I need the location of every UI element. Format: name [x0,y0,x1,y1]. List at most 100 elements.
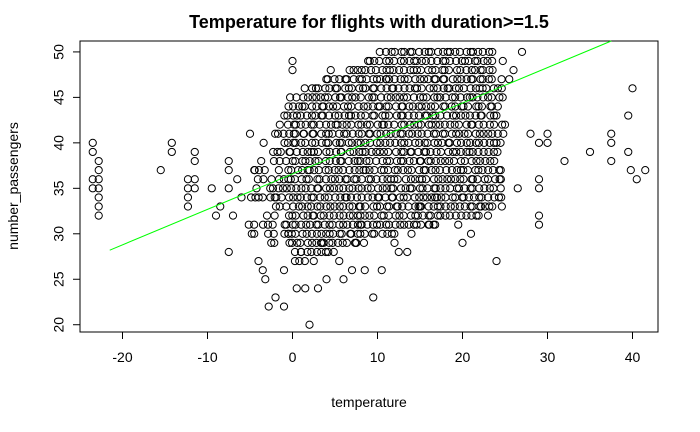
dense-point [250,166,259,175]
dense-point [426,147,435,157]
data-point [492,256,501,266]
dense-point [459,166,468,175]
dense-point [476,202,486,211]
dense-point [333,238,343,247]
dense-point [412,66,422,75]
dense-point [321,166,330,175]
dense-point [496,175,505,184]
dense-point [405,120,415,129]
data-point [534,138,544,147]
dense-point [345,184,354,193]
dense-point [471,111,480,120]
dense-point [336,193,345,202]
dense-point [494,193,504,202]
dense-point [443,175,452,184]
dense-point [427,120,436,129]
data-point [454,220,463,229]
y-tick-label: 50 [51,44,67,60]
dense-point [492,111,501,120]
dense-point [396,156,406,166]
data-point [267,238,276,247]
data-point [322,275,331,284]
dense-point [384,111,394,120]
dense-point [365,156,374,166]
dense-point [305,220,315,229]
dense-point [404,129,414,138]
x-tick-label: 10 [370,349,386,365]
dense-point [347,120,356,129]
dense-point [396,56,405,66]
dense-point [474,47,483,57]
dense-point [448,111,458,120]
dense-point [301,184,310,193]
dense-point [452,56,461,66]
dense-point [282,220,291,229]
dense-point [344,156,353,166]
data-point [390,238,399,247]
dense-point [462,66,471,75]
y-tick-label: 40 [51,135,67,151]
dense-point [325,220,334,229]
dense-point [273,147,282,157]
dense-point [451,47,460,57]
dense-point [357,193,366,202]
dense-point [308,93,317,102]
dense-point [413,211,422,220]
data-point [94,211,103,220]
dense-point [442,111,452,120]
dense-point [462,47,471,57]
dense-point [477,111,486,120]
x-tick-label: 20 [455,349,471,365]
dense-point [321,175,331,184]
dense-point [356,229,365,238]
dense-point [435,166,444,175]
dense-point [287,238,297,247]
dense-point [303,147,312,157]
dense-point [379,147,389,157]
dense-point [352,175,361,184]
dense-point [372,202,382,211]
dense-point [361,66,370,75]
dense-point [473,93,482,102]
y-tick-label: 45 [51,89,67,105]
dense-point [431,166,440,175]
dense-point [474,147,483,157]
x-tick-label: 0 [289,349,297,365]
dense-point [415,166,424,175]
dense-point [364,93,373,102]
dense-point [348,220,357,229]
dense-point [334,166,343,175]
dense-point [279,129,288,138]
data-point [224,156,233,166]
dense-point [330,175,340,184]
dense-point [343,220,352,229]
dense-point [348,93,357,102]
dense-point [341,84,350,93]
dense-point [390,56,399,66]
dense-point [291,129,300,138]
dense-point [466,84,475,93]
y-tick-label: 20 [51,317,67,333]
dense-point [266,184,275,193]
dense-point [473,56,482,66]
data-point [94,202,103,211]
dense-point [365,56,374,66]
data-point [335,256,344,266]
dense-point [448,193,457,202]
dense-point [474,211,483,220]
dense-point [418,175,427,184]
data-point [624,147,633,157]
dense-point [462,75,471,84]
dense-point [411,138,420,147]
dense-point [313,175,322,184]
data-point [313,284,323,293]
dense-point [340,129,349,138]
dense-point [303,202,312,211]
dense-point [394,66,404,75]
dense-point [432,147,441,157]
dense-point [292,111,302,120]
dense-point [330,166,339,175]
dense-point [400,138,409,147]
data-point [543,129,552,138]
